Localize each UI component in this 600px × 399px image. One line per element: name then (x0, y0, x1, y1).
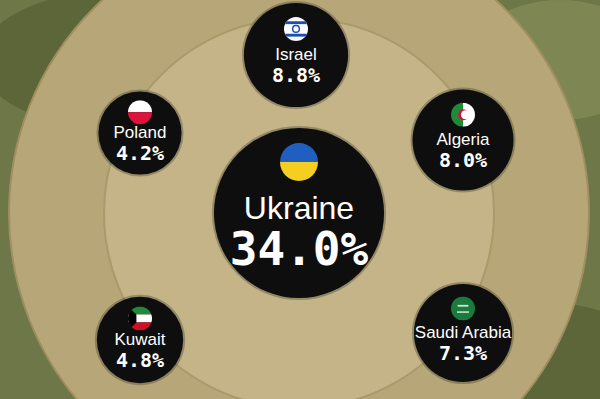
svg-text:Ukraine: Ukraine (244, 190, 354, 226)
svg-text:Israel: Israel (275, 45, 317, 64)
svg-text:Algeria: Algeria (437, 130, 490, 149)
svg-text:Poland: Poland (114, 123, 167, 142)
svg-text:Saudi Arabia: Saudi Arabia (415, 323, 512, 342)
svg-text:34.0%: 34.0% (230, 222, 369, 276)
svg-text:8.0%: 8.0% (439, 148, 487, 172)
svg-text:Kuwait: Kuwait (114, 330, 165, 349)
svg-text:8.8%: 8.8% (272, 63, 320, 87)
svg-text:7.3%: 7.3% (439, 341, 487, 365)
svg-text:4.2%: 4.2% (116, 141, 164, 165)
svg-text:4.8%: 4.8% (116, 348, 164, 372)
